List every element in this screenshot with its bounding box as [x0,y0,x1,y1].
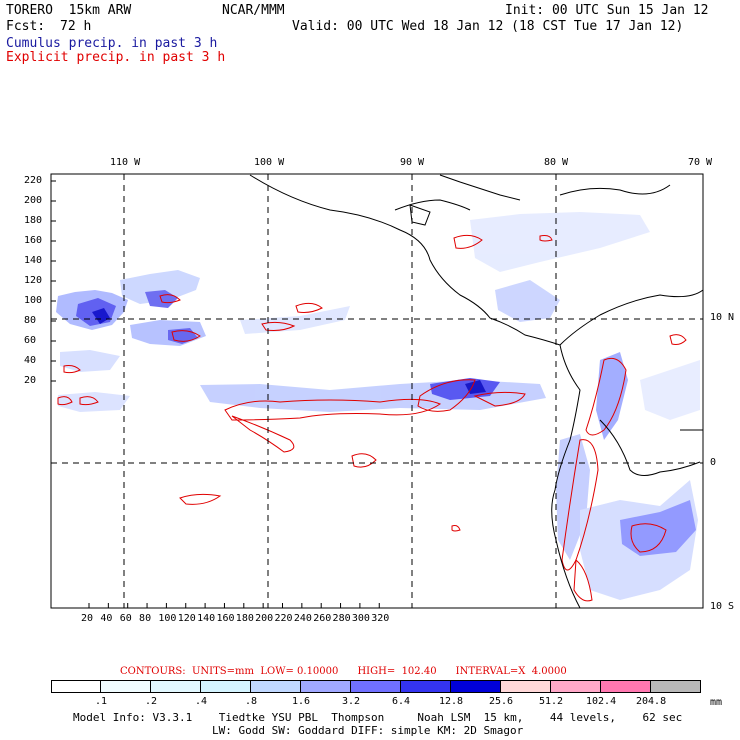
colorbar-label: 51.2 [539,696,564,707]
x-tick-label: 180 [235,613,254,624]
colorbar-label: 25.6 [489,696,514,707]
model-info: Model Info: V3.3.1 Tiedtke YSU PBL Thomp… [73,711,683,724]
x-tick-label: 280 [332,613,351,624]
y-tick-label: 80 [24,315,37,326]
coastlines [249,174,704,609]
x-tick-label: 80 [139,613,152,624]
x-tick-label: 120 [177,613,196,624]
axis-ticks [51,180,380,608]
x-tick-label: 100 [158,613,177,624]
y-tick-label: 200 [24,195,43,206]
org-label: NCAR/MMM [222,3,285,18]
x-tick-label: 220 [274,613,293,624]
lon-label-90w: 90 W [400,157,425,168]
contours-info: CONTOURS: UNITS=mm LOW= 0.10000 HIGH= 10… [120,666,567,677]
y-tick-label: 120 [24,275,43,286]
colorbar [51,680,701,693]
colorbar-swatch [601,680,651,693]
colorbar-swatch [401,680,451,693]
colorbar-label: .4 [195,696,208,707]
x-tick-label: 300 [351,613,370,624]
lat-label-10n: 10 N [710,312,735,323]
lat-label-0: 0 [710,457,717,468]
colorbar-swatch [451,680,501,693]
fcst-label: Fcst: [6,19,46,34]
lat-label-10s: 10 S [710,601,735,612]
colorbar-label: 1.6 [292,696,311,707]
x-tick-label: 260 [313,613,332,624]
x-tick-label: 240 [293,613,312,624]
colorbar-swatch [151,680,201,693]
lon-label-80w: 80 W [544,157,569,168]
x-tick-label: 140 [197,613,216,624]
lon-label-100w: 100 W [254,157,285,168]
lon-label-110w: 110 W [110,157,141,168]
lat-lon-grid [51,174,703,608]
colorbar-swatch [651,680,701,693]
colorbar-label: 3.2 [342,696,361,707]
colorbar-swatch [51,680,101,693]
x-tick-label: 160 [216,613,235,624]
y-tick-label: 40 [24,355,37,366]
colorbar-label: 6.4 [392,696,411,707]
y-tick-label: 20 [24,375,37,386]
y-tick-label: 60 [24,335,37,346]
colorbar-swatch [251,680,301,693]
valid-time: Valid: 00 UTC Wed 18 Jan 12 (18 CST Tue … [292,19,684,34]
x-tick-label: 40 [100,613,113,624]
colorbar-swatch [501,680,551,693]
x-tick-label: 320 [371,613,390,624]
colorbar-swatch [351,680,401,693]
legend-cumulus: Cumulus precip. in past 3 h [6,36,218,51]
explicit-contours [57,234,687,602]
colorbar-swatch [301,680,351,693]
colorbar-label: 102.4 [586,696,617,707]
y-tick-label: 180 [24,215,43,226]
x-tick-label: 20 [81,613,94,624]
colorbar-label: .2 [145,696,158,707]
y-tick-label: 160 [24,235,43,246]
lon-label-70w: 70 W [688,157,713,168]
y-tick-label: 100 [24,295,43,306]
model-title: TORERO 15km ARW [6,3,132,18]
fcst-value: 72 h [60,19,92,34]
init-time: Init: 00 UTC Sun 15 Jan 12 [505,3,709,18]
colorbar-label: 12.8 [439,696,464,707]
colorbar-label: .8 [245,696,258,707]
x-tick-label: 60 [119,613,132,624]
colorbar-swatch [551,680,601,693]
colorbar-swatch [201,680,251,693]
y-tick-label: 140 [24,255,43,266]
colorbar-unit: mm [710,697,723,708]
colorbar-swatch [101,680,151,693]
legend-explicit: Explicit precip. in past 3 h [6,50,226,65]
map-frame [50,173,704,609]
x-tick-label: 200 [255,613,274,624]
colorbar-label: .1 [95,696,108,707]
cumulus-shading [56,212,700,600]
colorbar-label: 204.8 [636,696,667,707]
physics-info: LW: Godd SW: Goddard DIFF: simple KM: 2D… [212,724,524,737]
y-tick-label: 220 [24,175,43,186]
